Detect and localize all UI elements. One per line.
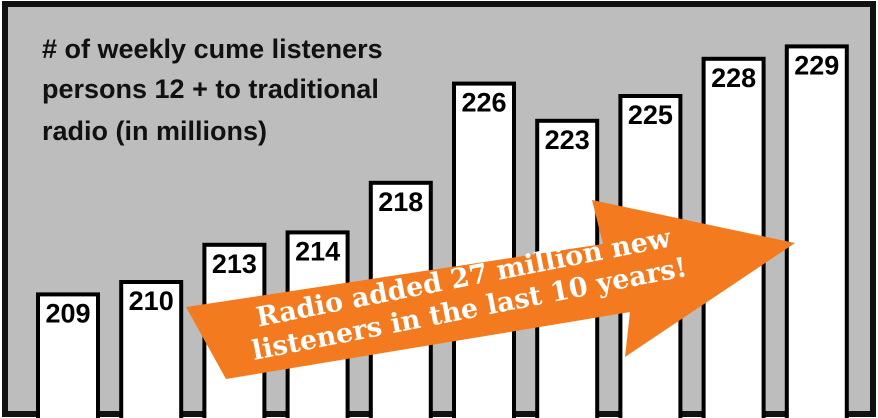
chart-title: # of weekly cume listeners persons 12 + … <box>42 34 383 146</box>
value-label-2: 210 <box>129 286 174 316</box>
bar-6 <box>452 81 516 418</box>
value-label-3: 213 <box>212 249 257 279</box>
bar-10 <box>784 44 849 418</box>
title-line-2: persons 12 + to traditional <box>42 74 379 104</box>
bar-2 <box>119 280 184 418</box>
title-line-3: radio (in millions) <box>42 116 267 146</box>
value-label-5: 218 <box>378 187 423 217</box>
bar-1 <box>36 292 100 418</box>
value-label-4: 214 <box>295 236 340 266</box>
value-label-8: 225 <box>628 100 673 130</box>
value-labels-group: 209 210 213 214 218 226 223 225 228 229 <box>45 50 839 328</box>
value-label-6: 226 <box>461 88 506 118</box>
value-label-7: 223 <box>545 125 590 155</box>
value-label-10: 229 <box>794 50 839 80</box>
value-label-9: 228 <box>711 63 756 93</box>
growth-arrow-icon <box>186 200 795 379</box>
title-line-1: # of weekly cume listeners <box>42 34 383 64</box>
value-label-1: 209 <box>45 298 90 328</box>
